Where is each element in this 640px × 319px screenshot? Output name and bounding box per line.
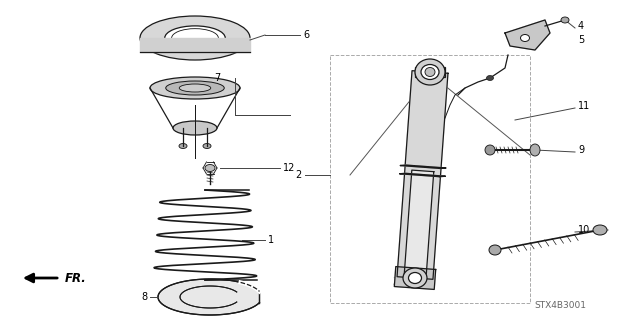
Text: STX4B3001: STX4B3001 xyxy=(534,300,586,309)
Ellipse shape xyxy=(425,68,435,77)
Polygon shape xyxy=(404,170,434,279)
Bar xyxy=(415,67,445,77)
Ellipse shape xyxy=(485,145,495,155)
Ellipse shape xyxy=(140,16,250,60)
Ellipse shape xyxy=(179,84,211,92)
Text: 1: 1 xyxy=(268,235,274,245)
Polygon shape xyxy=(400,165,446,168)
Text: 11: 11 xyxy=(578,101,590,111)
Text: 4: 4 xyxy=(578,21,584,31)
Text: 6: 6 xyxy=(303,30,309,40)
Text: 7: 7 xyxy=(214,73,220,83)
Polygon shape xyxy=(158,279,259,315)
Ellipse shape xyxy=(173,121,217,135)
Ellipse shape xyxy=(486,76,493,80)
Ellipse shape xyxy=(489,245,501,255)
Ellipse shape xyxy=(150,77,240,99)
Text: 10: 10 xyxy=(578,225,590,235)
Ellipse shape xyxy=(166,81,224,95)
Ellipse shape xyxy=(593,225,607,235)
Ellipse shape xyxy=(203,144,211,149)
Text: 12: 12 xyxy=(283,163,296,173)
Ellipse shape xyxy=(530,144,540,156)
Ellipse shape xyxy=(421,64,439,79)
Text: 3: 3 xyxy=(392,277,398,287)
Text: 2: 2 xyxy=(296,170,302,180)
Bar xyxy=(330,55,530,303)
Text: 8: 8 xyxy=(141,292,147,302)
Polygon shape xyxy=(397,71,448,279)
Text: 9: 9 xyxy=(578,145,584,155)
Polygon shape xyxy=(394,267,436,289)
Text: FR.: FR. xyxy=(65,271,87,285)
Ellipse shape xyxy=(408,272,422,284)
Ellipse shape xyxy=(520,34,529,41)
Ellipse shape xyxy=(164,26,225,50)
Polygon shape xyxy=(399,173,445,177)
Polygon shape xyxy=(505,20,550,50)
Ellipse shape xyxy=(205,165,215,172)
Ellipse shape xyxy=(415,59,445,85)
Text: 5: 5 xyxy=(578,35,584,45)
Polygon shape xyxy=(140,38,250,52)
Ellipse shape xyxy=(561,17,569,23)
Ellipse shape xyxy=(403,268,427,288)
Ellipse shape xyxy=(179,144,187,149)
